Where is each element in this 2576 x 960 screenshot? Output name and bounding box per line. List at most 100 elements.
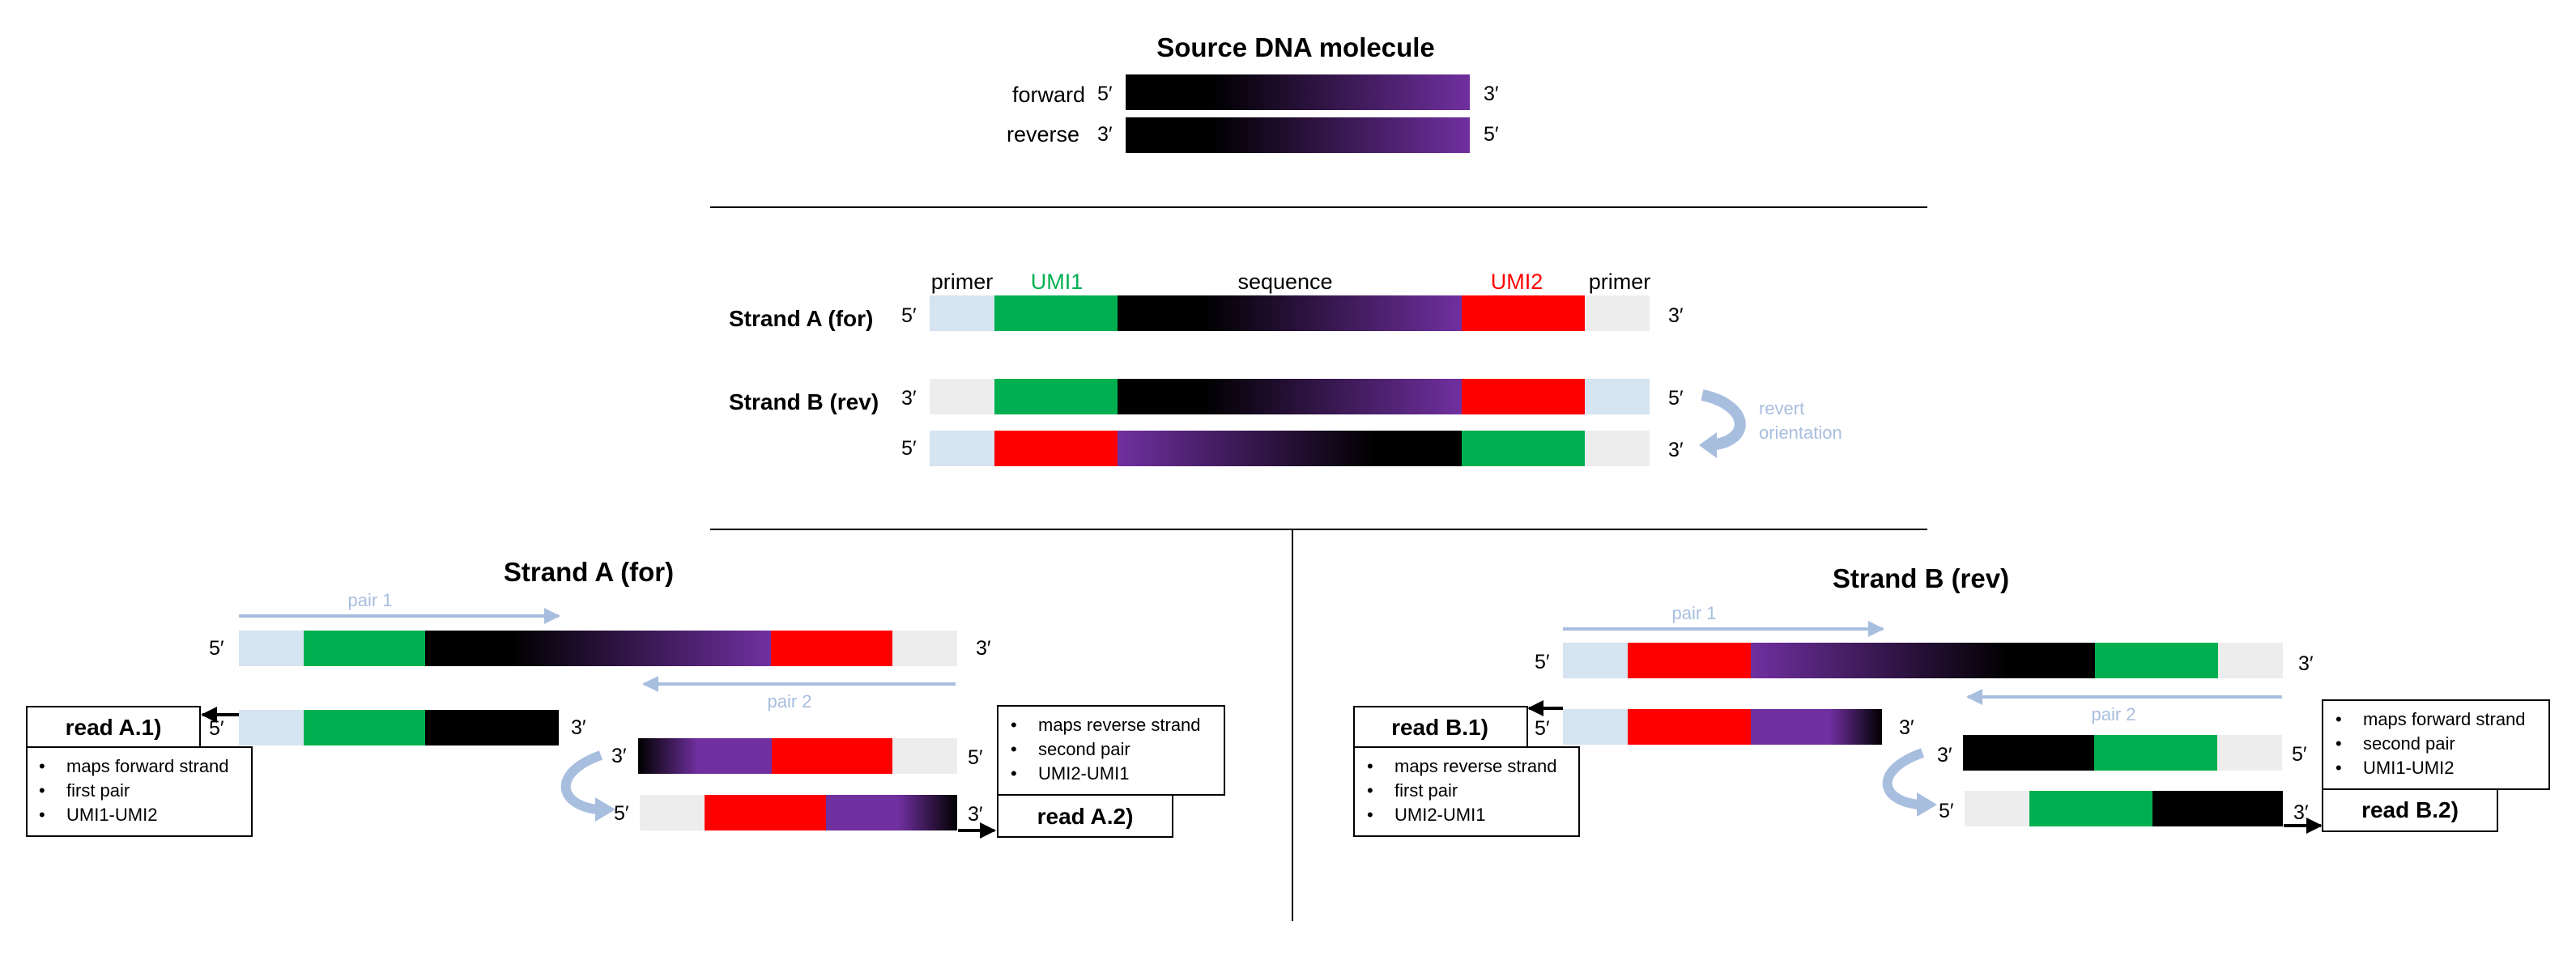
read-b2-bullet: second pair	[2363, 733, 2455, 754]
umi1-segment	[304, 710, 425, 745]
umi1-segment	[994, 295, 1118, 331]
read-b1-bullet: maps reverse strand	[1394, 756, 1557, 776]
revert-orientation-arrow	[1701, 389, 1746, 451]
strand-a-3prime: 3′	[1668, 304, 1684, 327]
panel-b-title: Strand B (rev)	[1833, 563, 2009, 593]
forward-3prime: 3′	[1484, 83, 1499, 105]
source-title: Source DNA molecule	[1156, 32, 1435, 62]
bullet: •	[2335, 758, 2342, 778]
primer-segment	[1585, 379, 1650, 414]
bullet: •	[2335, 733, 2342, 754]
read-a2-bullet: maps reverse strand	[1038, 715, 1201, 735]
umi2-segment	[771, 631, 892, 666]
sequence-segment	[826, 795, 957, 830]
primer-segment	[1585, 431, 1650, 466]
panel-b-main-3prime: 3′	[2298, 652, 2314, 675]
bullet: •	[39, 756, 45, 776]
primer-segment	[640, 795, 705, 830]
sequence-segment	[1751, 643, 2095, 678]
bullet: •	[1011, 739, 1017, 759]
read-b1-5prime: 5′	[1535, 717, 1550, 740]
read-a2-bottom-construct	[640, 795, 957, 830]
read-a2-bottom-3prime: 3′	[968, 803, 983, 826]
bullet: •	[2335, 709, 2342, 729]
umi1-segment	[304, 631, 425, 666]
read-a1-bullet: UMI1-UMI2	[66, 805, 157, 825]
forward-label: forward	[1012, 83, 1085, 107]
reverse-5prime: 5′	[1484, 123, 1499, 146]
strand-a-construct	[930, 295, 1650, 331]
bullet: •	[1011, 715, 1017, 735]
umi2-segment	[994, 431, 1118, 466]
panel-a-title: Strand A (for)	[504, 557, 674, 587]
read-a2-bottom-5prime: 5′	[614, 802, 629, 825]
read-b2-top-construct	[1963, 735, 2282, 771]
read-a1-construct	[239, 710, 559, 745]
read-a2-bullet: UMI2-UMI1	[1038, 763, 1129, 784]
primer-segment	[1563, 709, 1628, 745]
read-a1-3prime: 3′	[571, 716, 586, 739]
read-b1-bullet: first pair	[1394, 780, 1458, 801]
sequence-segment	[1118, 431, 1462, 466]
primer-segment	[1563, 643, 1628, 678]
bullet: •	[39, 780, 45, 801]
forward-strand-bar	[1126, 74, 1470, 110]
umi2-segment	[1628, 643, 1751, 678]
primer-segment	[2217, 735, 2282, 771]
read-b2-bullet: maps forward strand	[2363, 709, 2526, 729]
reverse-strand-bar	[1126, 117, 1470, 153]
strand-b-5prime: 5′	[1668, 387, 1684, 410]
strand-b-reverted-construct	[930, 431, 1650, 466]
primer-segment	[930, 295, 994, 331]
panel-a-main-construct	[239, 631, 957, 666]
read-b1-construct	[1563, 709, 1882, 745]
primer-segment	[892, 631, 957, 666]
pair1-label: pair 1	[1671, 603, 1716, 623]
primer-segment	[930, 379, 994, 414]
read-a2-revert-arrow-head	[595, 797, 615, 822]
pair2-label: pair 2	[2091, 704, 2135, 724]
read-b2-revert-arrow	[1882, 748, 1925, 809]
pair1-label: pair 1	[347, 590, 392, 610]
read-a2-top-5prime: 5′	[968, 746, 983, 769]
umi1-segment	[2029, 791, 2152, 826]
read-b1-3prime: 3′	[1899, 716, 1914, 739]
primer-segment	[239, 710, 304, 745]
sequence-segment	[1963, 735, 2094, 771]
sequence-segment	[425, 631, 771, 666]
strand-b-label: Strand B (rev)	[729, 389, 879, 414]
forward-5prime: 5′	[1097, 83, 1113, 105]
read-a2-label: read A.2)	[1037, 804, 1134, 829]
umi1-segment	[2094, 735, 2217, 771]
panel-b-main-5prime: 5′	[1535, 651, 1550, 673]
read-a2-info-box	[997, 705, 1225, 796]
sequence-segment	[1118, 379, 1462, 414]
sequence-segment	[1118, 295, 1462, 331]
umi2-segment	[1462, 379, 1585, 414]
strand-b-reverted-5prime: 5′	[901, 437, 917, 460]
read-a1-5prime: 5′	[209, 717, 224, 740]
reverse-label: reverse	[1007, 122, 1079, 147]
header-umi2: UMI2	[1491, 270, 1543, 294]
read-b2-bullet: UMI1-UMI2	[2363, 758, 2454, 778]
read-b2-label: read B.2)	[2361, 797, 2459, 822]
revert-arrow-head	[1699, 432, 1717, 458]
read-b2-bottom-5prime: 5′	[1939, 800, 1954, 822]
header-primer-left: primer	[931, 270, 994, 294]
strand-a-label: Strand A (for)	[729, 306, 873, 331]
primer-segment	[930, 431, 994, 466]
read-a1-bullet: first pair	[66, 780, 130, 801]
read-a1-bullet: maps forward strand	[66, 756, 229, 776]
umi2-segment	[705, 795, 826, 830]
bullet: •	[1367, 756, 1373, 776]
read-b1-label-box	[1353, 706, 1528, 748]
pair2-label: pair 2	[767, 691, 811, 712]
read-b1-info-box	[1353, 746, 1580, 837]
read-b2-revert-arrow-head	[1917, 792, 1937, 817]
sequence-segment	[425, 710, 559, 745]
primer-segment	[239, 631, 304, 666]
strand-a-5prime: 5′	[901, 304, 917, 327]
read-b1-bullet: UMI2-UMI1	[1394, 805, 1485, 825]
sequence-segment	[2152, 791, 2283, 826]
